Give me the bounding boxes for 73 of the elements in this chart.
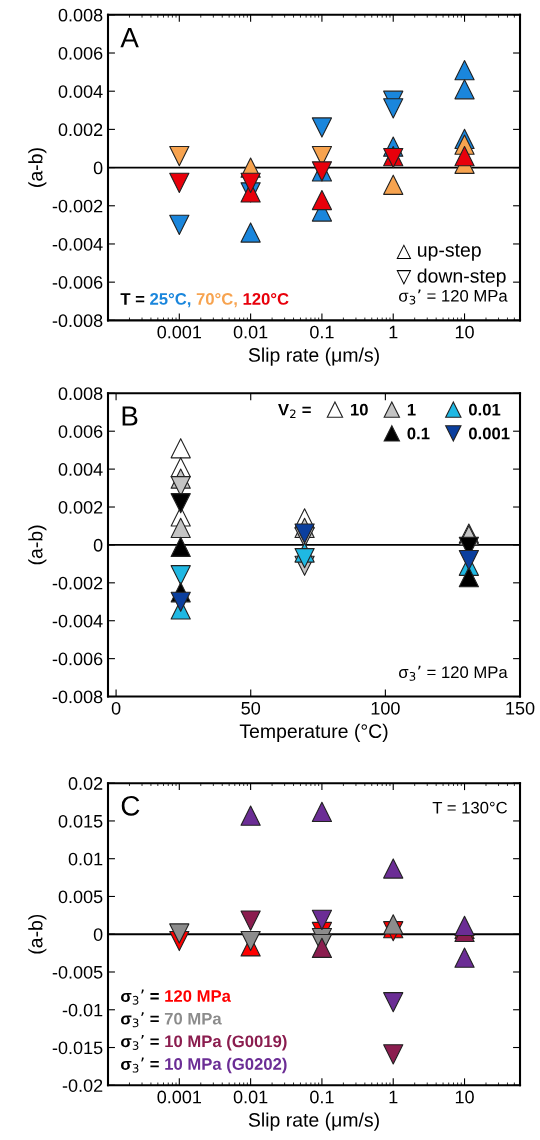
y-tick-label: -0.008 bbox=[52, 314, 103, 328]
legend-label: 0.01 bbox=[468, 403, 501, 416]
x-tick-label: 1 bbox=[389, 325, 398, 339]
legend-label: 0.001 bbox=[468, 427, 510, 440]
y-tick-label: -0.004 bbox=[52, 237, 103, 251]
x-tick-label: 150 bbox=[506, 701, 535, 715]
y-tick-label: -0.02 bbox=[62, 1079, 103, 1092]
legend-title: V$_{2}$ = bbox=[278, 403, 311, 419]
text: 120°C bbox=[243, 293, 289, 305]
y-tick-label: 0.006 bbox=[58, 425, 103, 438]
annotation: σ$_{3}$’ = 120 MPa bbox=[399, 665, 508, 681]
y-axis-title: (a-b) bbox=[28, 914, 47, 954]
y-tick-label: -0.004 bbox=[52, 614, 103, 628]
x-tick-label: 10 bbox=[455, 1090, 474, 1104]
y-tick-label: 0.015 bbox=[58, 814, 103, 828]
text: 120 MPa bbox=[165, 990, 232, 1002]
y-tick-label: -0.002 bbox=[52, 576, 103, 590]
x-tick-label: 0.1 bbox=[310, 325, 334, 339]
annotation: A bbox=[120, 28, 139, 48]
text: 25°C, bbox=[150, 293, 191, 308]
legend-title: σ$_{3}$’ = bbox=[121, 989, 159, 1005]
legend-label: 10 bbox=[351, 403, 368, 416]
text: σ$_{3}$’ = bbox=[121, 1034, 159, 1050]
y-tick-label: -0.005 bbox=[52, 965, 103, 979]
annotation: σ$_{3}$’ = 120 MPa bbox=[399, 289, 508, 305]
annotation: △ up-step bbox=[396, 244, 481, 261]
x-tick-label: 0.001 bbox=[157, 325, 202, 339]
y-tick-label: -0.008 bbox=[52, 690, 103, 704]
text: σ$_{3}$’ = bbox=[121, 1057, 159, 1073]
y-tick-label: 0.008 bbox=[58, 387, 103, 401]
x-tick-label: 0.01 bbox=[233, 325, 268, 339]
legend-label: 0.1 bbox=[407, 427, 430, 440]
text: 70°C, bbox=[196, 293, 237, 308]
x-tick-label: 1 bbox=[389, 1090, 398, 1104]
y-tick-label: 0.02 bbox=[68, 777, 103, 790]
x-tick-label: 0.1 bbox=[310, 1090, 334, 1104]
y-axis-title: (a-b) bbox=[28, 525, 47, 565]
x-axis-title: Temperature (°C) bbox=[239, 723, 388, 742]
y-tick-label: 0.008 bbox=[58, 8, 103, 22]
x-tick-label: 0 bbox=[111, 701, 121, 715]
x-tick-label: 100 bbox=[371, 701, 400, 715]
y-tick-label: 0.005 bbox=[58, 890, 103, 904]
x-tick-label: 0.001 bbox=[157, 1090, 202, 1104]
x-tick-label: 0.01 bbox=[233, 1090, 268, 1104]
x-axis-title: Slip rate (μm/s) bbox=[248, 347, 379, 366]
y-tick-label: -0.01 bbox=[62, 1003, 103, 1017]
annotation: ▽ down-step bbox=[396, 268, 506, 287]
y-tick-label: 0.006 bbox=[58, 46, 103, 60]
annotation: C bbox=[121, 796, 140, 816]
legend-label: 1 bbox=[407, 403, 416, 416]
y-tick-label: 0.004 bbox=[58, 463, 103, 476]
text: 70 MPa bbox=[164, 1012, 222, 1025]
y-tick-label: 0 bbox=[93, 928, 103, 941]
y-tick-label: 0.01 bbox=[68, 852, 103, 866]
y-tick-label: 0 bbox=[93, 538, 103, 552]
text: σ$_{3}$’ = bbox=[121, 1012, 159, 1028]
annotation: T = 130°C bbox=[432, 801, 508, 814]
text: 10 MPa (G0019) bbox=[165, 1035, 287, 1051]
text: 10 MPa (G0202) bbox=[165, 1057, 287, 1074]
x-axis-title: Slip rate (μm/s) bbox=[248, 1112, 379, 1131]
x-tick-label: 10 bbox=[455, 325, 474, 339]
annotation: B bbox=[122, 406, 138, 426]
y-tick-label: 0.002 bbox=[58, 500, 103, 514]
y-tick-label: -0.006 bbox=[52, 276, 103, 289]
y-tick-label: 0 bbox=[93, 161, 103, 175]
y-tick-label: -0.002 bbox=[52, 199, 103, 213]
y-axis-title: (a-b) bbox=[28, 148, 47, 187]
y-tick-label: -0.006 bbox=[52, 652, 103, 666]
x-tick-label: 50 bbox=[241, 701, 261, 715]
y-tick-label: -0.015 bbox=[52, 1041, 103, 1055]
y-tick-label: 0.002 bbox=[58, 123, 103, 137]
y-tick-label: 0.004 bbox=[58, 85, 103, 98]
legend-title: T = bbox=[120, 293, 145, 305]
